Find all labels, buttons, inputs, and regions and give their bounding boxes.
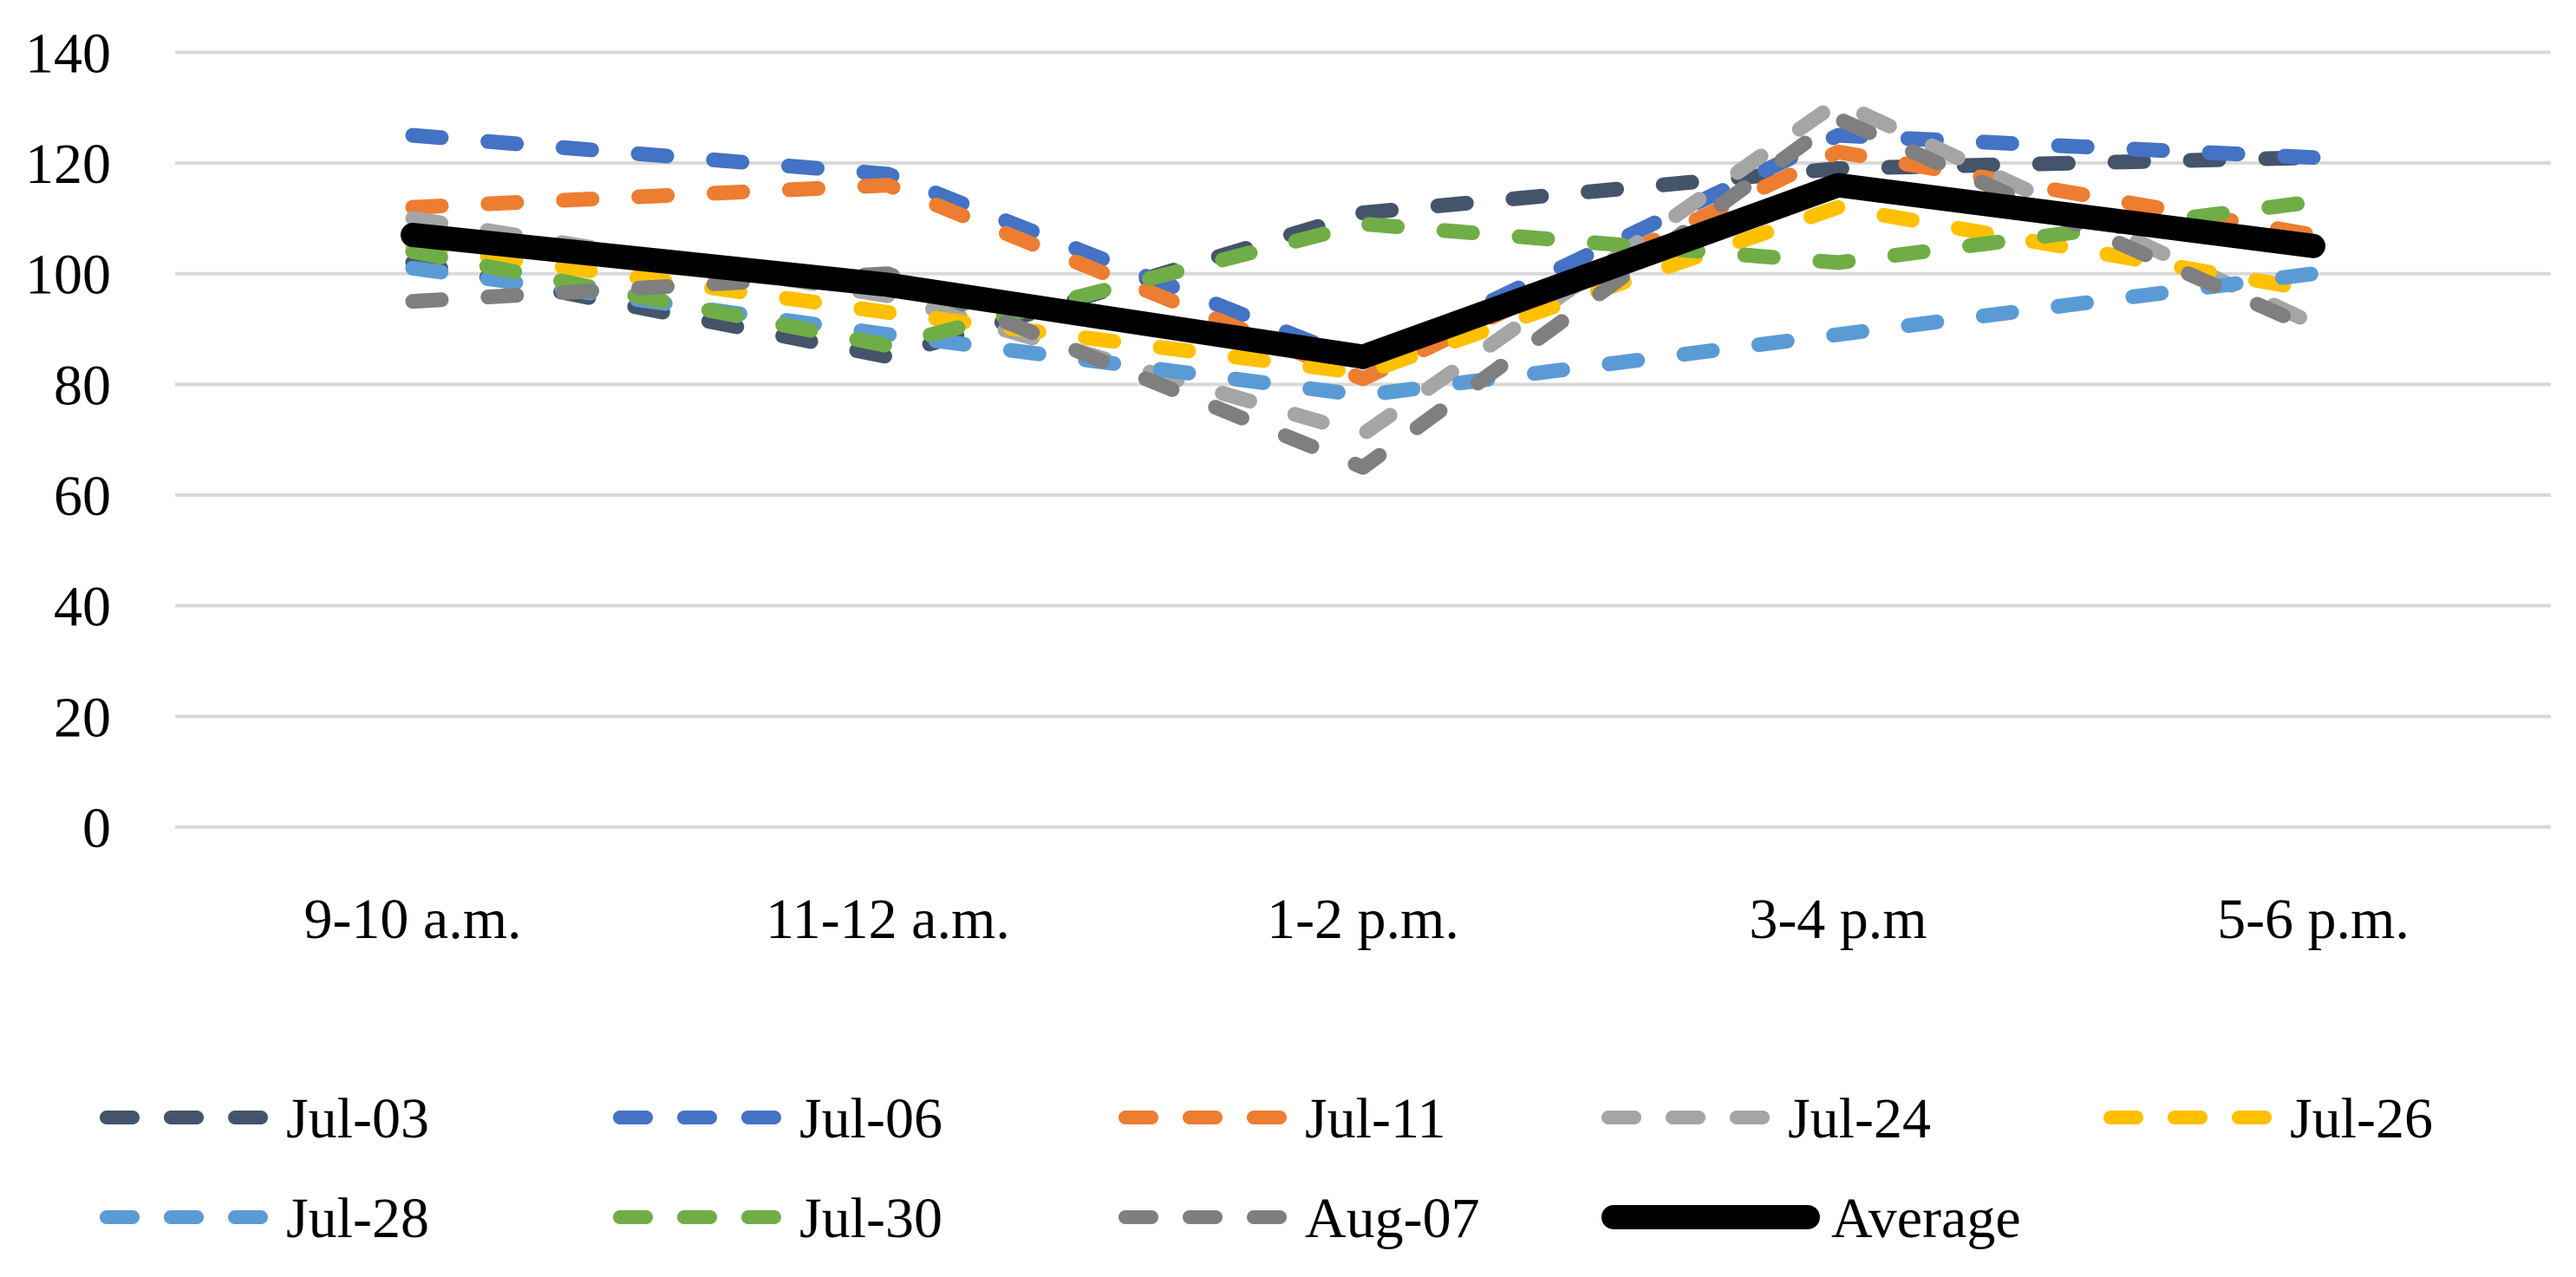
legend-item-aug-07: Aug-07	[1118, 1187, 1480, 1250]
series-line-jul-30	[405, 194, 2321, 354]
chart-legend: Jul-03 Jul-06 Jul-11 Jul-24 Jul-26 Jul-28 Jul-…	[100, 1087, 2433, 1250]
x-axis-category-labels: 9-10 a.m. 11-12 a.m. 1-2 p.m. 3-4 p.m 5-6 p.…	[303, 888, 2409, 951]
legend-item-jul-03: Jul-03	[100, 1087, 429, 1150]
legend-item-jul-11: Jul-11	[1118, 1087, 1446, 1150]
series-line-jul-03	[405, 150, 2321, 364]
legend-item-average: Average	[1601, 1187, 2021, 1250]
series-line-jul-06	[405, 127, 2321, 370]
legend-item-jul-06: Jul-06	[613, 1087, 942, 1150]
y-tick-label-60: 60	[54, 465, 111, 528]
y-tick-label-100: 100	[25, 244, 111, 307]
y-tick-label-20: 20	[54, 686, 111, 749]
x-category-label-5-6-p-m-: 5-6 p.m.	[2217, 888, 2410, 951]
legend-item-jul-24: Jul-24	[1601, 1087, 1931, 1150]
series-lines-group	[401, 94, 2325, 475]
gridlines-group	[175, 50, 2551, 829]
x-category-label-1-2-p-m-: 1-2 p.m.	[1267, 888, 1459, 951]
legend-item-jul-26: Jul-26	[2103, 1087, 2433, 1150]
series-line-jul-26	[405, 199, 2321, 381]
x-category-label-11-12-a-m-: 11-12 a.m.	[766, 888, 1010, 951]
x-category-label-3-4-p-m: 3-4 p.m	[1749, 888, 1927, 951]
legend-label-jul-26: Jul-26	[2290, 1087, 2433, 1150]
y-axis-tick-labels: 0 20 40 60 80 100 120 140	[25, 22, 111, 860]
legend-item-jul-28: Jul-28	[100, 1187, 429, 1250]
legend-label-jul-30: Jul-30	[799, 1187, 942, 1250]
legend-label-jul-06: Jul-06	[799, 1087, 942, 1150]
legend-label-jul-03: Jul-03	[286, 1087, 429, 1150]
legend-label-jul-11: Jul-11	[1305, 1087, 1446, 1150]
legend-item-jul-30: Jul-30	[613, 1187, 942, 1250]
y-tick-label-120: 120	[25, 133, 111, 196]
legend-label-aug-07: Aug-07	[1305, 1187, 1480, 1250]
legend-label-jul-28: Jul-28	[286, 1187, 429, 1250]
legend-label-average: Average	[1831, 1187, 2021, 1250]
series-line-aug-07	[405, 111, 2321, 475]
series-line-average	[401, 173, 2325, 369]
y-tick-label-40: 40	[54, 576, 111, 639]
legend-label-jul-24: Jul-24	[1788, 1087, 1931, 1150]
y-tick-label-140: 140	[25, 22, 111, 85]
x-category-label-9-10-a-m-: 9-10 a.m.	[303, 888, 521, 951]
y-tick-label-0: 0	[82, 797, 111, 860]
y-tick-label-80: 80	[54, 354, 111, 417]
